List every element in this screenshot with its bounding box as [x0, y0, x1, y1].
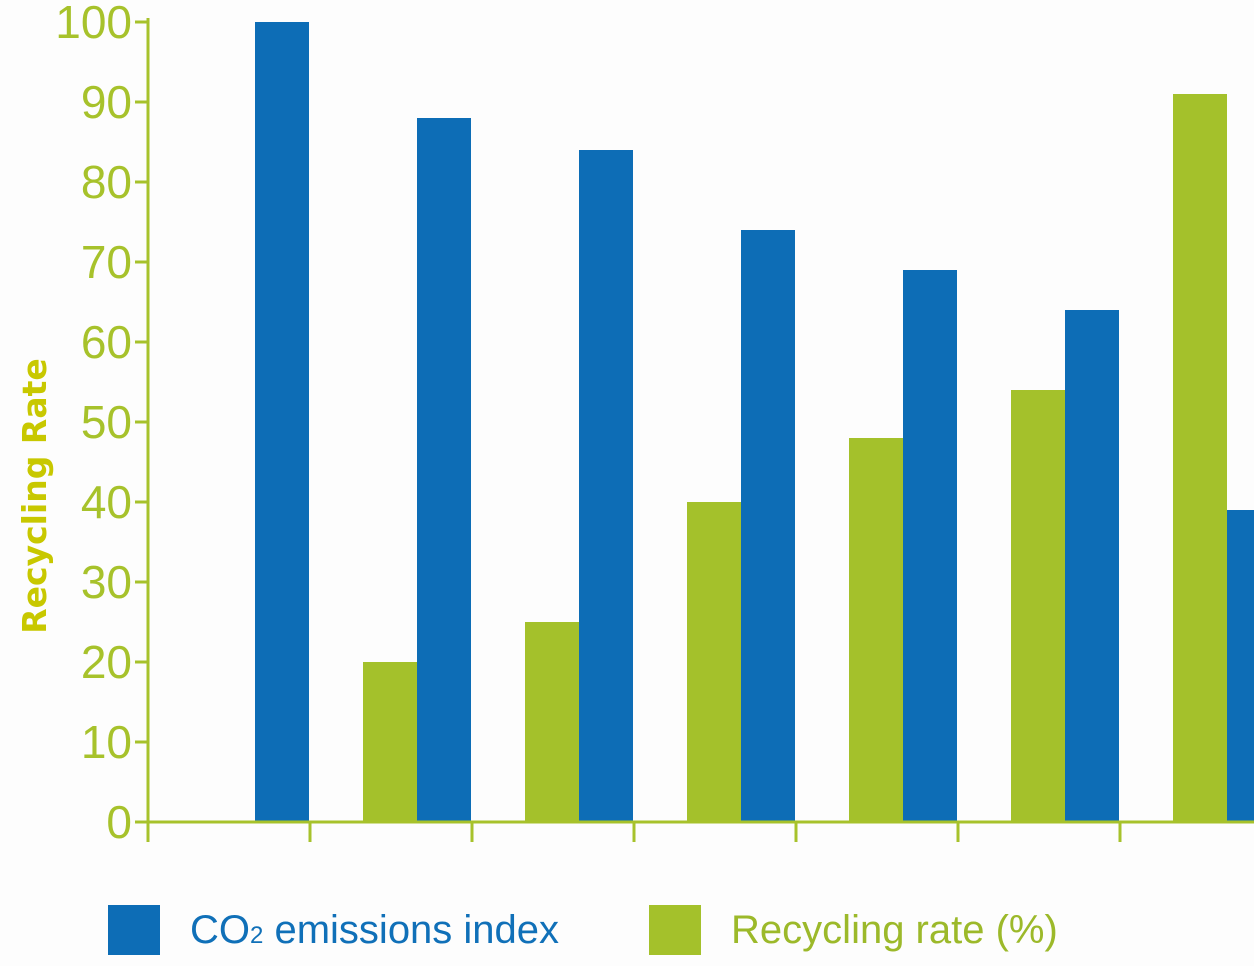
- legend-item-co2: CO2 emissions index: [108, 905, 559, 955]
- bars: [255, 22, 1254, 822]
- y-tick-label: 20: [81, 636, 132, 688]
- bar-recycling-rate: [687, 502, 741, 822]
- bar-co2-emissions: [1065, 310, 1119, 822]
- y-tick-label: 50: [81, 396, 132, 448]
- y-tick-label: 100: [55, 0, 132, 48]
- bar-co2-emissions: [255, 22, 309, 822]
- bar-recycling-rate: [849, 438, 903, 822]
- bar-co2-emissions: [579, 150, 633, 822]
- legend-swatch-co2: [108, 905, 160, 955]
- bar-recycling-rate: [1011, 390, 1065, 822]
- legend-item-recycling: Recycling rate (%): [649, 905, 1058, 955]
- legend-label-co2: CO2 emissions index: [190, 907, 560, 952]
- y-tick-label: 90: [81, 76, 132, 128]
- y-tick-label: 10: [81, 716, 132, 768]
- bar-co2-emissions: [903, 270, 957, 822]
- y-axis-label: Recycling Rate: [15, 358, 54, 634]
- y-tick-label: 70: [81, 236, 132, 288]
- bar-co2-emissions: [741, 230, 795, 822]
- y-tick-label: 40: [81, 476, 132, 528]
- bar-co2-emissions: [1227, 510, 1254, 822]
- x-axis: [146, 820, 1254, 842]
- bar-recycling-rate: [363, 662, 417, 822]
- bar-recycling-rate: [1173, 94, 1227, 822]
- y-axis: 0 10 20 30 40 50 60 70 80 90 100: [55, 0, 150, 848]
- legend-label-recycling: Recycling rate (%): [731, 907, 1058, 952]
- legend-swatch-recycling: [649, 905, 702, 955]
- y-tick-label: 60: [81, 316, 132, 368]
- bar-recycling-rate: [525, 622, 579, 822]
- y-tick-label: 80: [81, 156, 132, 208]
- y-tick-label: 30: [81, 556, 132, 608]
- y-tick-label: 0: [106, 796, 132, 848]
- legend: CO2 emissions index Recycling rate (%): [108, 905, 1148, 955]
- bar-co2-emissions: [417, 118, 471, 822]
